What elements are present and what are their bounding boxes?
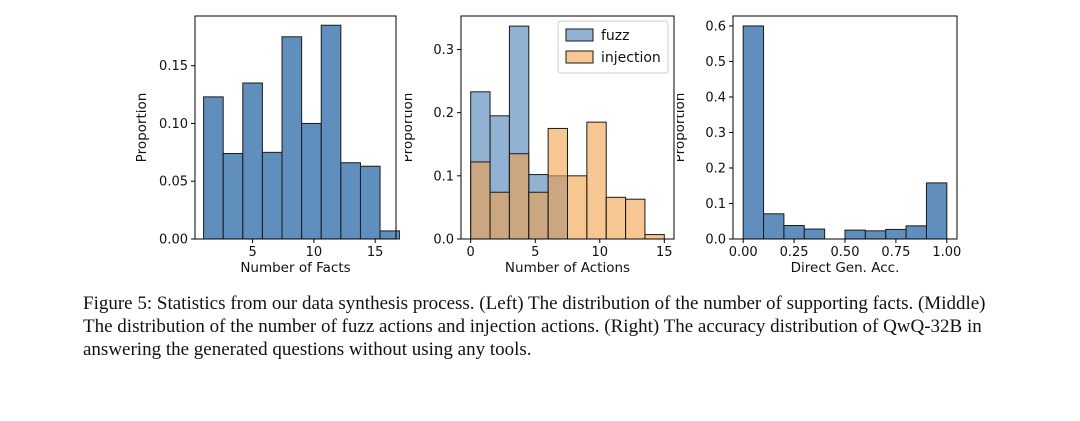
bar-left-facts-3 [261, 151, 283, 240]
bar-middle-injection-0 [470, 161, 491, 240]
bar-left-facts-0 [203, 96, 224, 240]
ytick-label-middle-1: 0.1 [433, 169, 454, 184]
chart-right: 0.00 0.25 0.50 0.75 1.00 0.0 0.1 0.2 0.3 0.4 0.5 0.… [677, 15, 961, 276]
ytick-label-middle-2: 0.2 [433, 106, 454, 121]
legend-label-injection: injection [601, 50, 661, 66]
ytick-label-left-2: 0.10 [159, 117, 188, 132]
bar-left-facts-1 [222, 152, 244, 240]
xtick-label-middle-0: 0 [467, 245, 475, 260]
xtick-label-right-3: 0.75 [881, 245, 910, 260]
xtick-label-right-2: 0.50 [831, 245, 860, 260]
ytick-label-left-3: 0.15 [159, 59, 188, 74]
ylabel-left: Proportion [134, 93, 150, 163]
ytick-label-right-2: 0.2 [705, 161, 726, 176]
ytick-label-right-4: 0.4 [705, 90, 726, 105]
bar-middle-injection-4 [547, 127, 569, 240]
xtick-label-left-2: 15 [367, 245, 384, 260]
ytick-label-right-5: 0.5 [705, 55, 726, 70]
bar-middle-injection-2 [508, 153, 530, 240]
axes-frame-right [732, 15, 958, 240]
chart-left: 5 10 15 0.00 0.05 0.10 0.15 Number of Facts Prop… [134, 15, 400, 276]
xlabel-right: Direct Gen. Acc. [791, 260, 900, 276]
bar-middle-injection-5 [567, 175, 588, 240]
bar-middle-injection-6 [586, 121, 607, 240]
bar-right-accuracy-8 [905, 225, 927, 240]
ytick-label-middle-0: 0.0 [433, 233, 454, 248]
bar-middle-injection-1 [489, 191, 510, 240]
bar-right-accuracy-7 [885, 228, 907, 240]
bar-left-facts-7 [340, 162, 361, 240]
ytick-label-middle-3: 0.3 [433, 43, 454, 58]
chart-middle: 0 5 10 15 0.0 0.1 0.2 0.3 Number of Actions Propo… [405, 15, 675, 276]
bar-left-facts-2 [242, 82, 263, 240]
bar-left-facts-6 [320, 24, 342, 240]
bar-left-facts-8 [359, 165, 381, 240]
bar-right-accuracy-0 [742, 25, 765, 240]
legend-swatch-fuzz [565, 28, 594, 42]
ytick-label-left-1: 0.05 [159, 175, 188, 190]
axes-frame-left [194, 15, 397, 240]
legend-label-fuzz: fuzz [601, 28, 630, 44]
ytick-label-right-3: 0.3 [705, 126, 726, 141]
ytick-label-right-6: 0.6 [705, 19, 726, 34]
xtick-label-left-0: 5 [248, 245, 256, 260]
ylabel-middle: Proportion [405, 93, 416, 163]
bar-middle-injection-9 [644, 234, 665, 240]
bar-right-accuracy-9 [925, 182, 948, 240]
bar-right-accuracy-3 [803, 228, 826, 240]
bar-left-facts-4 [281, 36, 303, 240]
legend-swatch-injection [565, 50, 594, 64]
xtick-label-right-1: 0.25 [780, 245, 809, 260]
bar-middle-injection-3 [528, 191, 549, 240]
xtick-label-middle-1: 5 [531, 245, 539, 260]
bar-left-facts-9 [379, 230, 400, 240]
axes-frame-middle [460, 15, 675, 240]
xtick-label-right-4: 1.00 [932, 245, 961, 260]
xtick-label-left-1: 10 [306, 245, 323, 260]
figure-caption: Figure 5: Statistics from our data synth… [83, 293, 986, 360]
ylabel-right: Proportion [677, 93, 688, 163]
xlabel-middle: Number of Actions [505, 260, 630, 276]
xlabel-left: Number of Facts [240, 260, 350, 276]
ytick-label-right-0: 0.0 [705, 233, 726, 248]
bar-middle-injection-7 [605, 196, 627, 240]
bar-right-accuracy-6 [864, 230, 887, 240]
bar-right-accuracy-5 [844, 229, 866, 240]
bar-right-accuracy-1 [763, 213, 785, 240]
xtick-label-right-0: 0.00 [729, 245, 758, 260]
xtick-label-middle-3: 15 [656, 245, 673, 260]
ytick-label-left-0: 0.00 [159, 233, 188, 248]
bar-middle-injection-8 [625, 198, 646, 240]
xtick-label-middle-2: 10 [591, 245, 608, 260]
ytick-label-right-1: 0.1 [705, 197, 726, 212]
bar-right-accuracy-2 [783, 225, 805, 240]
bar-left-facts-5 [301, 122, 322, 240]
